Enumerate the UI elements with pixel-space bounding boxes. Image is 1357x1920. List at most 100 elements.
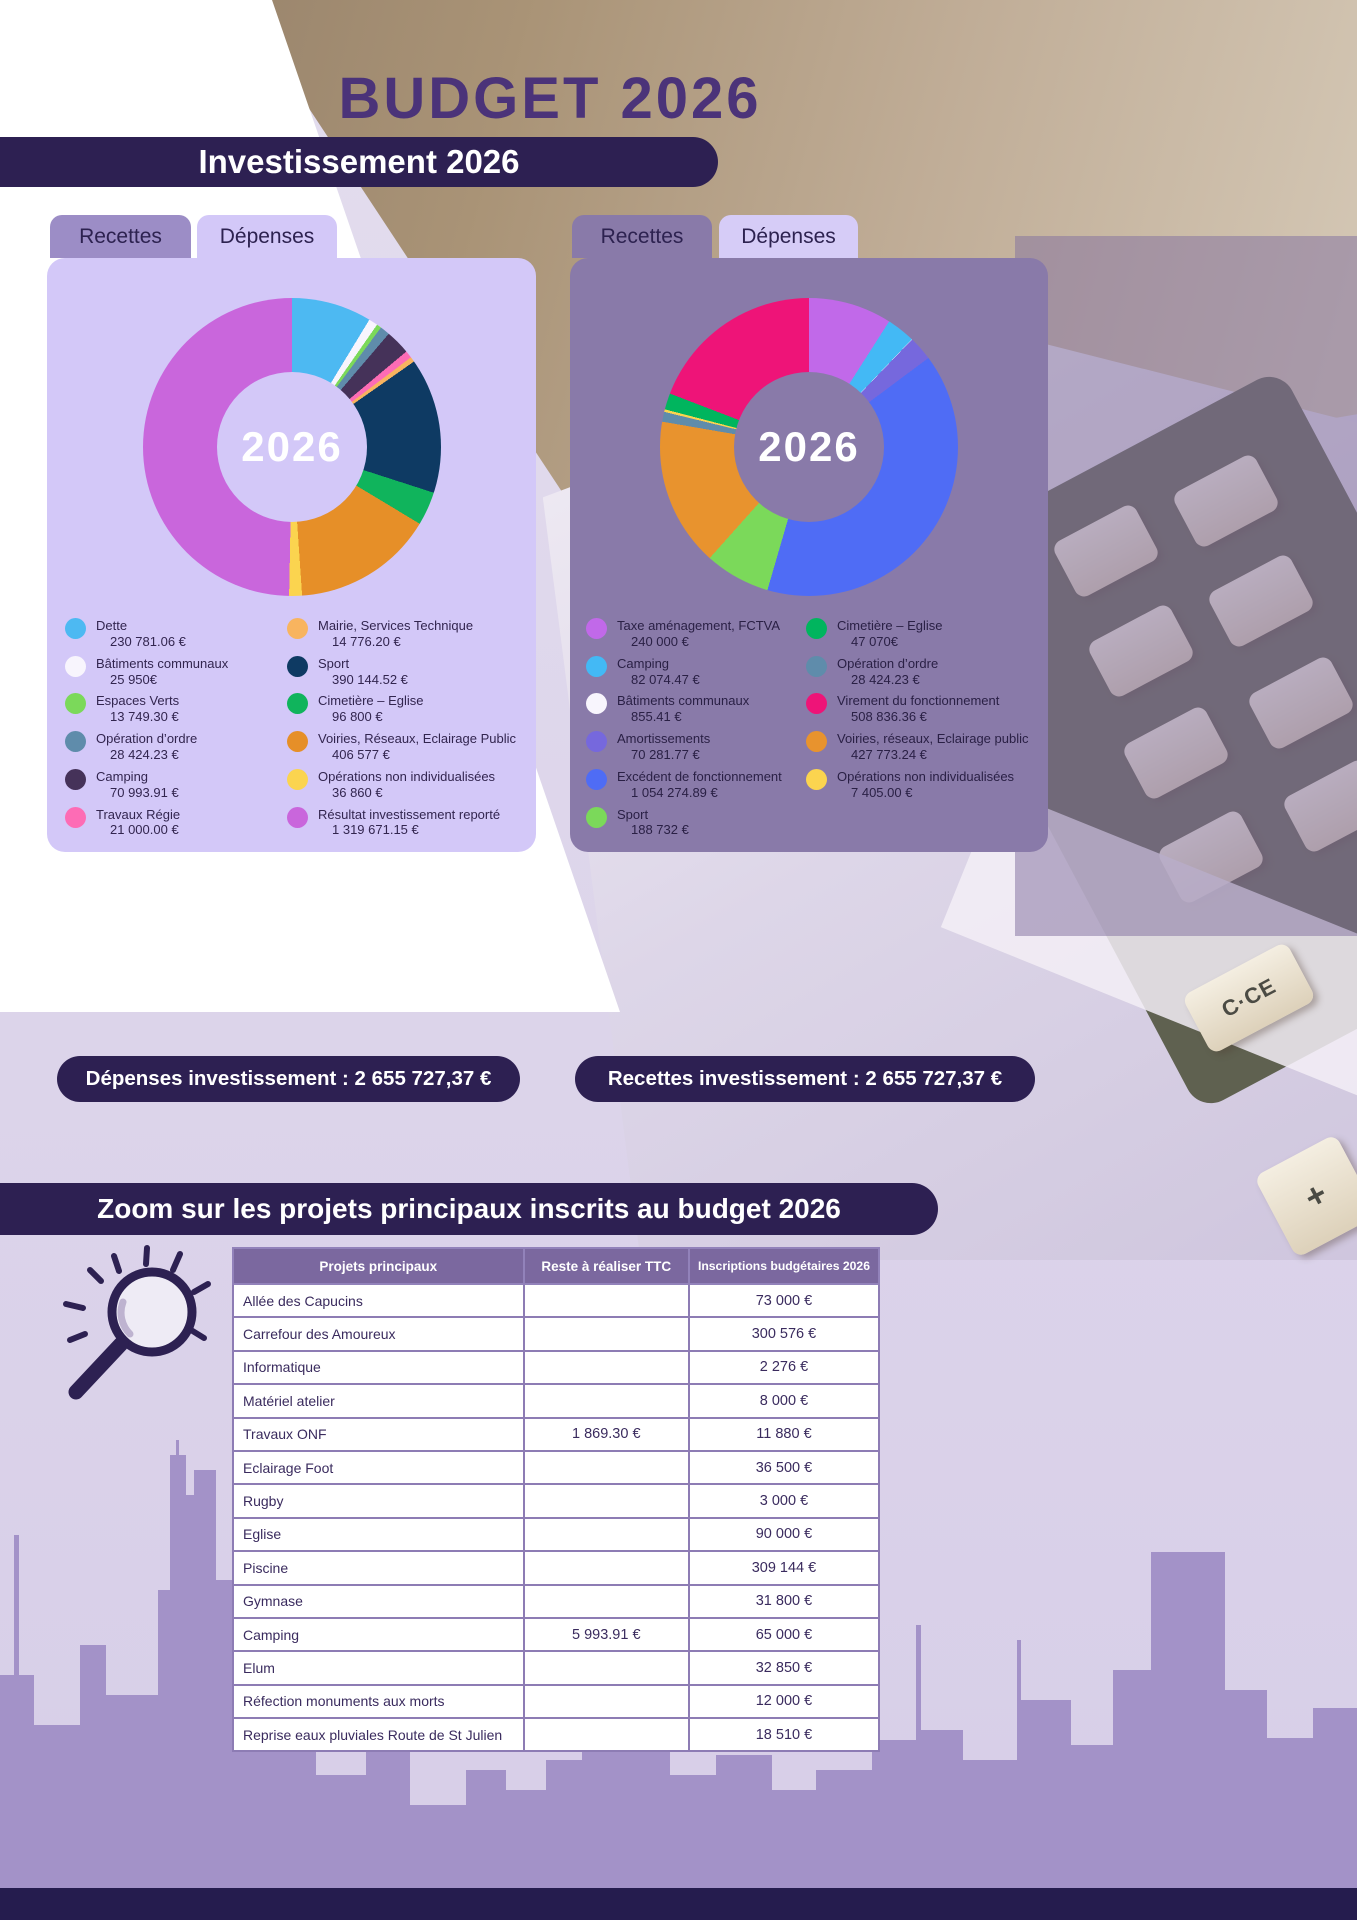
inscription-2026-cell: 90 000 € [687,1516,881,1553]
project-name-cell: Elum [232,1650,525,1686]
table-row: Reprise eaux pluviales Route de St Julie… [232,1717,881,1753]
projects-table: Projets principaux Reste à réaliser TTC In… [232,1247,881,1753]
legend-label: Opérations non individualisées [318,768,496,784]
legend-item: Résultat investissement reporté 1 319 671… [287,806,529,839]
legend-color-dot [586,693,607,715]
recettes-card-tab-recettes[interactable]: Recettes [572,215,712,258]
recettes-total-banner: Recettes investissement : 2 655 727,37 € [575,1056,1035,1102]
table-row: Allée des Capucins 73 000 € [232,1282,881,1319]
legend-label: Résultat investissement reporté [318,806,501,822]
legend-item: Dette 230 781.06 € [65,618,283,650]
legend-color-dot [806,768,827,790]
legend-value: 240 000 € [631,633,689,649]
reste-a-realiser-cell [522,1449,690,1486]
legend-color-dot [287,768,308,790]
legend-label: Cimetière – Eglise [837,618,943,633]
legend-item: Sport 188 732 € [586,806,808,839]
purple-photo-tint [1015,236,1357,936]
legend-color-dot [287,618,308,639]
table-row: Eglise 90 000 € [232,1516,881,1553]
legend-value: 14 776.20 € [332,633,401,649]
legend-color-dot [287,655,308,677]
inscription-2026-cell: 18 510 € [687,1717,881,1753]
project-name-cell: Eglise [232,1516,525,1553]
reste-a-realiser-cell [522,1483,690,1519]
legend-value: 188 732 € [631,822,689,838]
legend-label: Opérations non individualisées [837,768,1015,784]
legend-label: Opération d’ordre [837,655,939,671]
project-name-cell: Travaux ONF [232,1416,525,1452]
inscription-2026-cell: 12 000 € [687,1683,881,1720]
legend-label: Mairie, Services Technique [318,618,474,633]
inscription-2026-cell: 31 800 € [687,1583,881,1619]
recettes-legend-column-2: Cimetière – Eglise 47 070€ Opération d’ord… [806,618,1044,807]
table-row: Informatique 2 276 € [232,1349,881,1386]
project-name-cell: Informatique [232,1349,525,1386]
table-header-0: Projets principaux [232,1247,525,1285]
legend-value: 36 860 € [332,784,383,800]
legend-color-dot [586,731,607,753]
legend-value: 508 836.36 € [851,709,927,725]
legend-item: Espaces Verts 13 749.30 € [65,693,283,725]
legend-color-dot [586,618,607,639]
legend-label: Cimetière – Eglise [318,693,424,709]
depenses-donut-chart: 2026 [143,298,441,596]
legend-item: Bâtiments communaux 25 950€ [65,655,283,688]
inscription-2026-cell: 11 880 € [687,1416,881,1452]
bottom-dark-strip [0,1888,1357,1920]
legend-value: 855.41 € [631,709,682,725]
recettes-card-tab-depenses[interactable]: Dépenses [719,215,858,258]
legend-item: Voiries, Réseaux, Eclairage Public 406 57… [287,731,529,763]
depenses-card: 2026 Dette 230 781.06 € Bâtiments communau… [47,258,536,852]
page-title: BUDGET 2026 [338,65,762,131]
legend-item: Opération d’ordre 28 424.23 € [65,731,283,763]
depenses-card-tab-recettes[interactable]: Recettes [50,215,191,258]
legend-item: Cimetière – Eglise 47 070€ [806,618,1044,650]
legend-color-dot [806,731,827,753]
reste-a-realiser-cell [522,1550,690,1586]
reste-a-realiser-cell [522,1683,690,1720]
legend-color-dot [806,618,827,639]
reste-a-realiser-cell: 1 869.30 € [522,1416,690,1452]
table-row: Réfection monuments aux morts 12 000 € [232,1683,881,1720]
legend-value: 28 424.23 € [851,671,920,687]
depenses-card-tab-depenses[interactable]: Dépenses [197,215,337,258]
project-name-cell: Reprise eaux pluviales Route de St Julie… [232,1717,525,1753]
legend-label: Sport [617,806,649,822]
legend-value: 230 781.06 € [110,633,186,649]
legend-item: Virement du fonctionnement 508 836.36 € [806,693,1044,725]
legend-label: Travaux Régie [96,806,181,822]
reste-a-realiser-cell [522,1650,690,1686]
table-row: Piscine 309 144 € [232,1550,881,1586]
legend-value: 21 000.00 € [110,822,179,838]
project-name-cell: Gymnase [232,1583,525,1619]
legend-item: Sport 390 144.52 € [287,655,529,688]
legend-label: Espaces Verts [96,693,180,709]
inscription-2026-cell: 32 850 € [687,1650,881,1686]
legend-value: 7 405.00 € [851,784,913,800]
investissement-banner: Investissement 2026 [0,137,718,187]
donut-center: 2026 [734,372,884,522]
reste-a-realiser-cell [522,1583,690,1619]
legend-value: 96 800 € [332,709,383,725]
legend-color-dot [806,655,827,677]
table-row: Travaux ONF 1 869.30 €11 880 € [232,1416,881,1452]
reste-a-realiser-cell [522,1282,690,1319]
projects-table-header-row: Projets principaux Reste à réaliser TTC In… [232,1247,881,1285]
inscription-2026-cell: 2 276 € [687,1349,881,1386]
legend-value: 47 070€ [851,633,898,649]
table-row: Eclairage Foot 36 500 € [232,1449,881,1486]
project-name-cell: Carrefour des Amoureux [232,1316,525,1352]
inscription-2026-cell: 8 000 € [687,1383,881,1419]
inscription-2026-cell: 65 000 € [687,1616,881,1653]
legend-label: Sport [318,655,350,671]
reste-a-realiser-cell: 5 993.91 € [522,1616,690,1653]
legend-label: Bâtiments communaux [96,655,229,671]
legend-item: Voiries, réseaux, Eclairage public 427 77… [806,731,1044,763]
legend-item: Cimetière – Eglise 96 800 € [287,693,529,725]
recettes-legend-column-1: Taxe aménagement, FCTVA 240 000 € Camping 8… [586,618,808,844]
legend-value: 82 074.47 € [631,671,700,687]
legend-color-dot [65,618,86,639]
legend-color-dot [65,693,86,715]
